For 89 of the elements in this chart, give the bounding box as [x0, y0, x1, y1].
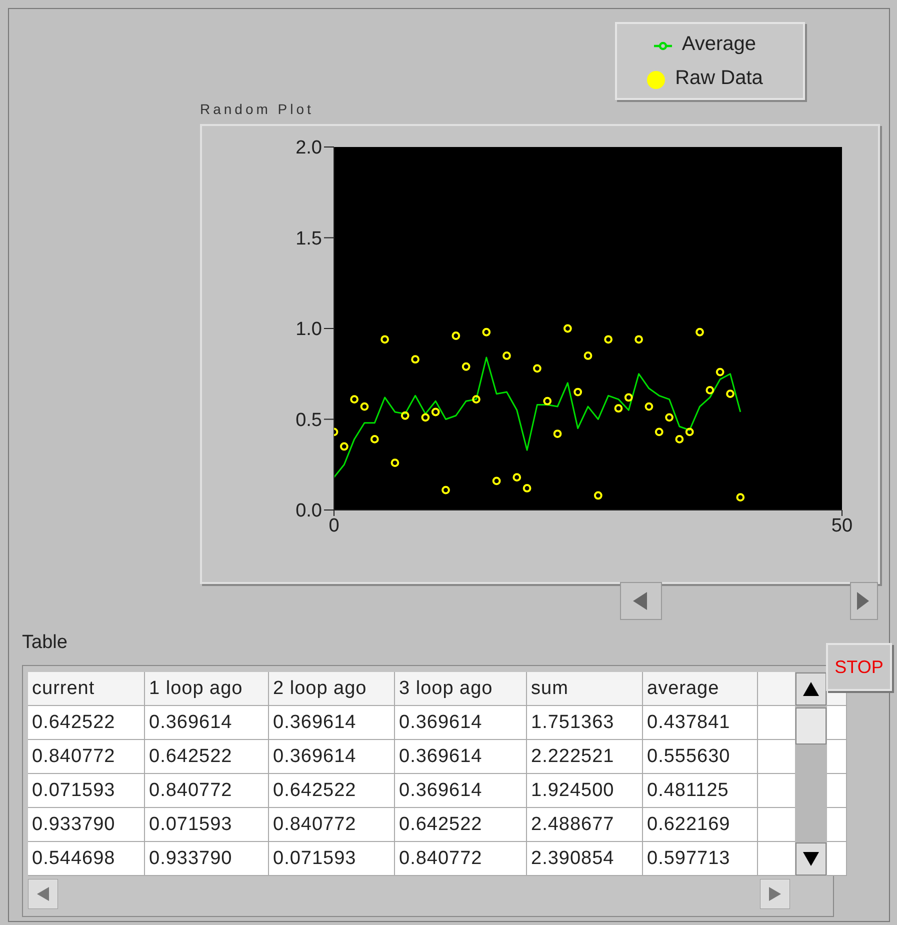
point — [563, 324, 572, 333]
category-label: average — [642, 672, 758, 706]
point — [522, 484, 532, 492]
text: 0.933790 — [144, 842, 268, 876]
text: 0.437841 — [642, 706, 758, 740]
y-tick-label: 0.0 — [296, 500, 322, 522]
text: 0.642522 — [268, 774, 394, 808]
point — [574, 388, 582, 396]
point — [594, 491, 602, 500]
text: 0.071593 — [144, 808, 268, 842]
text: 2.222521 — [526, 740, 642, 774]
point — [380, 335, 389, 344]
text: 0.071593 — [268, 842, 394, 876]
y-tick-label: 1.5 — [296, 228, 322, 250]
point — [411, 355, 420, 364]
text: 0.840772 — [268, 808, 394, 842]
category-label: 3 loop ago — [394, 672, 526, 706]
point — [340, 442, 348, 451]
point — [584, 352, 592, 360]
text: 0.622169 — [642, 808, 758, 842]
point — [350, 395, 359, 404]
text: 0.071593 — [28, 774, 144, 808]
point — [421, 413, 430, 422]
point — [614, 404, 623, 413]
point — [685, 428, 694, 436]
text: 2.488677 — [526, 808, 642, 842]
point — [543, 396, 552, 406]
text: STOP — [826, 643, 892, 691]
point — [675, 435, 684, 444]
text: 0.642522 — [144, 740, 268, 774]
text: 0.933790 — [28, 808, 144, 842]
category-label: sum — [526, 672, 642, 706]
text: 1.751363 — [526, 706, 642, 740]
point — [736, 493, 745, 502]
text: 0.369614 — [268, 706, 394, 740]
text: 0.369614 — [394, 774, 526, 808]
point — [665, 413, 674, 422]
point — [696, 328, 704, 336]
legend-label: Raw Data — [675, 67, 763, 89]
point — [512, 473, 522, 482]
point — [431, 408, 440, 416]
point — [360, 402, 369, 411]
point — [706, 386, 714, 394]
category-label: 1 loop ago — [144, 672, 268, 706]
point — [452, 332, 460, 340]
text: 0.840772 — [144, 774, 268, 808]
line-series — [334, 356, 742, 478]
point — [400, 411, 410, 420]
x-tick-label: 50 — [831, 515, 853, 536]
point — [654, 428, 664, 436]
point — [502, 352, 511, 360]
text: 2.390854 — [526, 842, 642, 876]
text: 0.642522 — [394, 808, 526, 842]
y-tick-label: 0.5 — [296, 410, 322, 431]
text: 0.642522 — [28, 706, 144, 740]
point — [370, 435, 379, 444]
point — [726, 390, 734, 398]
point — [553, 430, 562, 438]
point — [472, 395, 480, 404]
y-tick-label: 2.0 — [296, 138, 322, 159]
category-label: 2 loop ago — [268, 672, 394, 706]
point — [533, 364, 542, 373]
category-label: current — [28, 672, 144, 706]
text: 0.597713 — [642, 842, 758, 876]
point — [442, 486, 450, 494]
legend-label: Average — [682, 33, 756, 55]
text: 0.369614 — [394, 740, 526, 774]
y-tick-label: 1.0 — [296, 319, 322, 340]
point — [462, 362, 470, 371]
point — [492, 476, 501, 486]
point — [604, 335, 613, 344]
text: 0.555630 — [642, 740, 758, 774]
text: 0.481125 — [642, 774, 758, 808]
point — [624, 393, 633, 402]
text: 0.369614 — [144, 706, 268, 740]
point — [716, 368, 724, 376]
text: 0.840772 — [394, 842, 526, 876]
point — [644, 402, 654, 411]
chart-title: Random Plot — [200, 101, 314, 117]
text: 1.924500 — [526, 774, 642, 808]
text: 0.369614 — [394, 706, 526, 740]
text: 0.840772 — [28, 740, 144, 774]
text: 0.369614 — [268, 740, 394, 774]
point — [634, 335, 643, 344]
point — [390, 458, 400, 468]
point — [482, 328, 491, 336]
text: 0.544698 — [28, 842, 144, 876]
x-tick-label: 0 — [328, 515, 340, 536]
text: Table — [22, 632, 68, 654]
